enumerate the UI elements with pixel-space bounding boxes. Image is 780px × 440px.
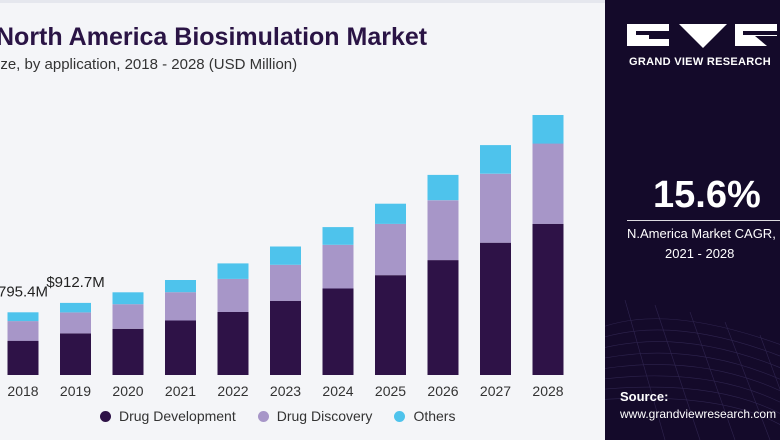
bar-others-2020: [112, 292, 144, 305]
mesh-background-graphic: [605, 299, 780, 440]
cagr-divider: [627, 220, 780, 221]
bar-drug-discovery-2028: [532, 143, 564, 224]
info-panel: GRAND VIEW RESEARCH 15.6% N.America Mark…: [605, 0, 780, 440]
x-tick-label-2019: 2019: [60, 383, 91, 399]
bar-others-2023: [270, 246, 301, 265]
bar-others-2022: [217, 263, 249, 279]
bar-drug-development-2027: [480, 242, 511, 375]
bar-drug-development-2028: [532, 223, 564, 375]
source-label: Source:: [620, 389, 669, 404]
x-tick-label-2023: 2023: [270, 383, 301, 399]
legend-swatch-drug-discovery: [257, 410, 269, 422]
x-tick-label-2027: 2027: [480, 383, 511, 399]
bar-drug-discovery-2025: [375, 223, 406, 276]
bar-drug-development-2024: [322, 288, 354, 375]
bar-drug-discovery-2026: [427, 200, 459, 261]
legend-label-drug-discovery: Drug Discovery: [276, 408, 373, 424]
bar-drug-development-2022: [217, 312, 249, 375]
bar-others-2027: [480, 145, 511, 174]
bar-drug-development-2023: [270, 300, 301, 375]
bar-drug-discovery-2023: [270, 264, 301, 301]
bar-drug-discovery-2018: [7, 321, 39, 341]
legend-item-drug-development: Drug Development: [100, 408, 236, 424]
grand-view-research-logo: [627, 24, 777, 48]
bar-others-2025: [375, 203, 406, 224]
brand-name: GRAND VIEW RESEARCH: [629, 56, 771, 68]
bar-drug-development-2018: [7, 340, 39, 375]
legend-swatch-others: [394, 410, 406, 422]
bar-drug-discovery-2020: [112, 304, 144, 329]
chart-subtitle: ize, by application, 2018 - 2028 (USD Mi…: [0, 56, 298, 73]
x-tick-label-2018: 2018: [7, 383, 38, 399]
bar-drug-discovery-2019: [60, 312, 91, 334]
bar-others-2024: [322, 227, 354, 245]
bar-others-2028: [532, 115, 564, 144]
bar-drug-discovery-2021: [165, 292, 196, 321]
data-label-2019: $912.7M: [46, 274, 104, 291]
legend-item-drug-discovery: Drug Discovery: [257, 408, 373, 424]
bar-others-2026: [427, 174, 459, 201]
chart-legend: Drug Development Drug Discovery Others: [100, 406, 455, 426]
bar-drug-discovery-2022: [217, 278, 249, 312]
x-tick-label-2021: 2021: [165, 383, 196, 399]
bar-others-2018: [7, 312, 39, 322]
bar-drug-development-2019: [60, 333, 91, 375]
legend-item-others: Others: [394, 408, 455, 424]
legend-label-drug-development: Drug Development: [119, 408, 236, 424]
cagr-period: 2021 - 2028: [665, 246, 735, 261]
x-tick-label-2020: 2020: [112, 383, 143, 399]
x-tick-label-2024: 2024: [322, 383, 353, 399]
chart-panel: North America Biosimulation Market ize, …: [0, 0, 605, 426]
legend-label-others: Others: [413, 408, 456, 424]
bar-drug-development-2020: [112, 328, 144, 375]
bar-drug-discovery-2024: [322, 244, 354, 289]
bar-others-2019: [60, 302, 91, 313]
chart-title: North America Biosimulation Market: [0, 23, 428, 51]
bar-drug-development-2021: [165, 320, 196, 375]
x-tick-label-2022: 2022: [217, 383, 248, 399]
x-tick-label-2028: 2028: [532, 383, 563, 399]
bar-drug-development-2025: [375, 275, 406, 375]
data-label-2018: 795.4M: [0, 283, 48, 300]
legend-swatch-drug-development: [100, 410, 111, 422]
x-tick-label-2026: 2026: [427, 383, 458, 399]
x-tick-label-2025: 2025: [375, 383, 406, 399]
stacked-bar-chart: 2018 2019 2020 2021 2022 2023 2024 2025 2026 2027…: [0, 115, 564, 399]
bar-drug-development-2026: [427, 260, 459, 375]
source-link[interactable]: www.grandviewresearch.com: [620, 407, 777, 421]
bar-others-2021: [165, 280, 196, 293]
cagr-label: N.America Market CAGR,: [627, 226, 776, 241]
bar-drug-discovery-2027: [480, 173, 511, 243]
cagr-value: 15.6%: [653, 174, 761, 216]
